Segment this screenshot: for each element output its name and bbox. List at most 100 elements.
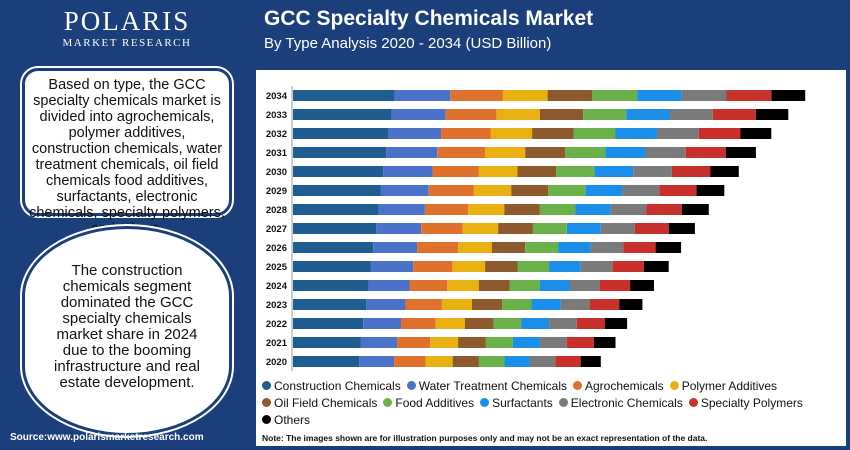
bar-segment-2031-surfactants bbox=[605, 147, 646, 158]
bar-segment-2028-polymer-additives bbox=[468, 204, 505, 215]
bar-segment-2021-others bbox=[593, 337, 616, 348]
legend-label: Specialty Polymers bbox=[700, 396, 803, 410]
bar-segment-2032-others bbox=[740, 128, 772, 139]
bar-segment-2022-specialty-polymers bbox=[576, 318, 605, 329]
legend-item: Surfactants bbox=[480, 395, 553, 412]
bar-segment-2025-surfactants bbox=[549, 261, 581, 272]
bar-segment-2029-polymer-additives bbox=[473, 185, 512, 196]
disclaimer-note: Note: The images shown are for illustrat… bbox=[262, 433, 708, 443]
bar-segment-2030-agrochemicals bbox=[432, 166, 479, 177]
y-tick-label-2024: 2024 bbox=[266, 281, 288, 292]
bar-segment-2032-polymer-additives bbox=[490, 128, 533, 139]
bar-segment-2029-specialty-polymers bbox=[659, 185, 697, 196]
bar-segment-2020-polymer-additives bbox=[425, 356, 453, 367]
bar-segment-2030-others bbox=[710, 166, 739, 177]
bar-segment-2023-specialty-polymers bbox=[590, 299, 620, 310]
bar-segment-2024-water-treatment-chemicals bbox=[368, 280, 410, 291]
bar-segment-2026-others bbox=[655, 242, 682, 253]
bar-segment-2031-food-additives bbox=[565, 147, 606, 158]
chart-subtitle: By Type Analysis 2020 - 2034 (USD Billio… bbox=[264, 35, 552, 52]
legend-swatch-icon bbox=[262, 398, 271, 407]
bar-segment-2023-electronic-chemicals bbox=[560, 299, 590, 310]
legend-item: Specialty Polymers bbox=[688, 395, 803, 412]
bar-segment-2034-specialty-polymers bbox=[726, 90, 772, 101]
y-tick-label-2022: 2022 bbox=[266, 319, 287, 330]
y-tick-label-2030: 2030 bbox=[266, 167, 287, 178]
bar-segment-2031-water-treatment-chemicals bbox=[386, 147, 438, 158]
bar-segment-2033-specialty-polymers bbox=[712, 109, 756, 120]
legend-label: Food Additives bbox=[395, 396, 475, 410]
bar-segment-2030-construction-chemicals bbox=[293, 166, 384, 177]
legend-item: Water Treatment Chemicals bbox=[406, 378, 567, 395]
bar-segment-2030-food-additives bbox=[556, 166, 595, 177]
bar-segment-2029-electronic-chemicals bbox=[622, 185, 660, 196]
legend-label: Agrochemicals bbox=[584, 379, 664, 393]
bar-segment-2023-polymer-additives bbox=[441, 299, 472, 310]
bar-segment-2022-agrochemicals bbox=[401, 318, 436, 329]
legend-item: Oil Field Chemicals bbox=[262, 395, 377, 412]
bar-segment-2029-surfactants bbox=[585, 185, 623, 196]
legend-item: Electronic Chemicals bbox=[558, 395, 683, 412]
y-tick-label-2028: 2028 bbox=[266, 205, 287, 216]
bar-segment-2024-food-additives bbox=[509, 280, 540, 291]
bar-segment-2032-oil-field-chemicals bbox=[532, 128, 574, 139]
bar-segment-2027-polymer-additives bbox=[462, 223, 499, 234]
bar-segment-2033-surfactants bbox=[626, 109, 670, 120]
segmentation-summary-box: Based on type, the GCC specialty chemica… bbox=[22, 68, 232, 237]
bar-segment-2032-food-additives bbox=[573, 128, 616, 139]
y-tick-label-2031: 2031 bbox=[266, 148, 288, 159]
legend-label: Polymer Additives bbox=[681, 379, 778, 393]
bar-segment-2025-others bbox=[644, 261, 669, 272]
bar-segment-2023-food-additives bbox=[502, 299, 532, 310]
bar-segment-2021-agrochemicals bbox=[397, 337, 431, 348]
legend-item: Construction Chemicals bbox=[262, 378, 401, 395]
legend-label: Others bbox=[274, 413, 311, 427]
bar-segment-2027-oil-field-chemicals bbox=[498, 223, 533, 234]
bar-segment-2022-electronic-chemicals bbox=[549, 318, 577, 329]
bar-segment-2023-construction-chemicals bbox=[293, 299, 367, 310]
bar-segment-2020-agrochemicals bbox=[394, 356, 426, 367]
bar-segment-2033-electronic-chemicals bbox=[669, 109, 713, 120]
bar-segment-2031-electronic-chemicals bbox=[645, 147, 686, 158]
bar-segment-2029-food-additives bbox=[548, 185, 586, 196]
bar-segment-2024-electronic-chemicals bbox=[569, 280, 600, 291]
bar-segment-2028-specialty-polymers bbox=[646, 204, 682, 215]
bar-segment-2028-oil-field-chemicals bbox=[504, 204, 540, 215]
bar-segment-2023-oil-field-chemicals bbox=[472, 299, 503, 310]
bar-segment-2023-surfactants bbox=[531, 299, 561, 310]
brand-name: POLARIS bbox=[63, 6, 191, 36]
bar-segment-2031-others bbox=[725, 147, 756, 158]
bar-segment-2029-agrochemicals bbox=[428, 185, 474, 196]
bar-segment-2033-others bbox=[755, 109, 789, 120]
legend-row: Oil Field Chemicals Food Additives Surfact… bbox=[262, 395, 842, 412]
bar-segment-2031-polymer-additives bbox=[485, 147, 526, 158]
y-tick-label-2025: 2025 bbox=[266, 262, 288, 273]
bar-segment-2025-polymer-additives bbox=[452, 261, 486, 272]
bar-segment-2034-construction-chemicals bbox=[293, 90, 395, 101]
bar-segment-2030-electronic-chemicals bbox=[633, 166, 672, 177]
bar-segment-2021-construction-chemicals bbox=[293, 337, 361, 348]
bar-segment-2027-surfactants bbox=[566, 223, 601, 234]
bar-segment-2030-surfactants bbox=[594, 166, 634, 177]
bar-segment-2031-specialty-polymers bbox=[685, 147, 726, 158]
source-credit: Source:www.polarismarketresearch.com bbox=[10, 432, 204, 443]
legend-item: Agrochemicals bbox=[572, 378, 664, 395]
bar-segment-2030-oil-field-chemicals bbox=[517, 166, 557, 177]
bar-segment-2033-oil-field-chemicals bbox=[539, 109, 584, 120]
bar-segment-2028-surfactants bbox=[575, 204, 611, 215]
y-tick-label-2027: 2027 bbox=[266, 224, 287, 235]
legend-label: Electronic Chemicals bbox=[570, 396, 683, 410]
bar-segment-2026-specialty-polymers bbox=[623, 242, 656, 253]
bar-segment-2027-water-treatment-chemicals bbox=[376, 223, 421, 234]
bar-segment-2020-electronic-chemicals bbox=[529, 356, 556, 367]
bar-segment-2022-polymer-additives bbox=[435, 318, 465, 329]
bar-segment-2026-food-additives bbox=[525, 242, 559, 253]
legend-item: Polymer Additives bbox=[669, 378, 778, 395]
bar-segment-2022-others bbox=[604, 318, 628, 329]
bar-segment-2034-food-additives bbox=[592, 90, 637, 101]
bar-segment-2022-construction-chemicals bbox=[293, 318, 364, 329]
bar-segment-2027-construction-chemicals bbox=[293, 223, 377, 234]
bar-segment-2024-surfactants bbox=[539, 280, 570, 291]
bar-segment-2026-agrochemicals bbox=[417, 242, 459, 253]
bar-segment-2027-electronic-chemicals bbox=[600, 223, 635, 234]
